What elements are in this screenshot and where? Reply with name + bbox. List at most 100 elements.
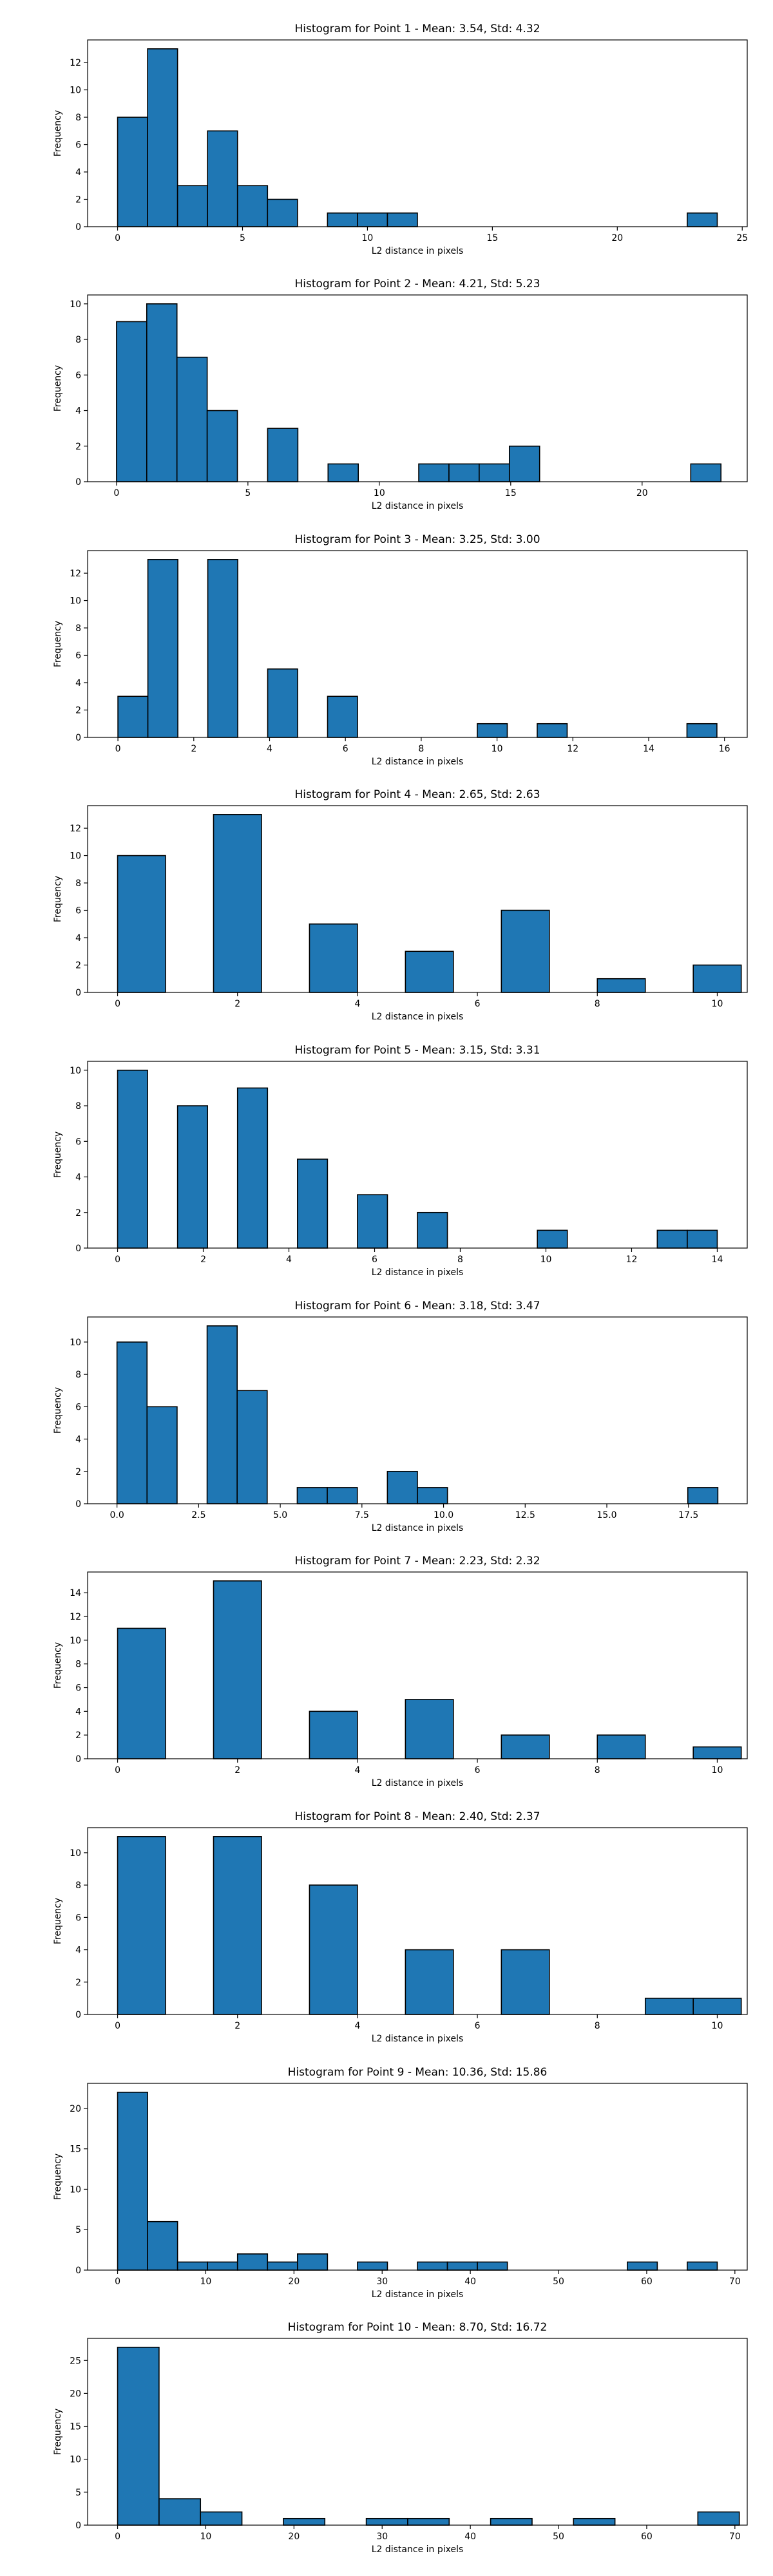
bar-4-7 xyxy=(692,964,742,993)
x-tick-label-3-9: 16 xyxy=(719,744,730,754)
bar-9-2 xyxy=(147,2221,178,2271)
bar-1-3 xyxy=(177,185,208,227)
bar-6-4 xyxy=(236,1390,268,1504)
bar-4-1 xyxy=(117,855,166,993)
y-tick-label-7-8: 14 xyxy=(70,1588,81,1598)
x-tick-label-5-5: 8 xyxy=(457,1255,463,1265)
x-tick-label-9-2: 10 xyxy=(200,2277,212,2287)
histogram-panel-9: Histogram for Point 9 - Mean: 10.36, Std… xyxy=(53,2066,748,2300)
y-tick-label-6-2: 2 xyxy=(75,1467,81,1477)
bar-9-7 xyxy=(297,2253,329,2271)
bar-7-2 xyxy=(213,1580,262,1759)
bar-2-2 xyxy=(146,303,178,482)
x-tick-label-5-3: 4 xyxy=(286,1255,292,1265)
histogram-panel-2: Histogram for Point 2 - Mean: 4.21, Std:… xyxy=(53,278,748,511)
y-tick-label-3-4: 6 xyxy=(75,651,81,661)
plot-frame-3 xyxy=(87,550,748,738)
plot-frame-1 xyxy=(87,39,748,227)
y-tick-label-1-7: 12 xyxy=(70,58,81,68)
y-axis-label-6: Frequency xyxy=(53,1387,63,1434)
bar-5-8 xyxy=(656,1229,688,1249)
bar-3-5 xyxy=(327,696,358,738)
bar-5-4 xyxy=(297,1159,329,1249)
bars-3 xyxy=(117,559,718,738)
y-tick-label-6-4: 6 xyxy=(75,1402,81,1412)
bar-2-1 xyxy=(116,321,148,482)
bar-2-5 xyxy=(267,428,299,482)
x-tick-label-6-3: 5.0 xyxy=(273,1510,287,1520)
x-axis-label-2: L2 distance in pixels xyxy=(372,501,464,511)
x-tick-label-9-3: 20 xyxy=(288,2277,300,2287)
histogram-panel-5: Histogram for Point 5 - Mean: 3.15, Std:… xyxy=(53,1044,748,1278)
x-tick-label-3-8: 14 xyxy=(643,744,654,754)
x-tick-label-3-1: 0 xyxy=(115,744,121,754)
x-axis-label-6: L2 distance in pixels xyxy=(372,1523,464,1533)
bar-10-3 xyxy=(200,2511,243,2526)
x-tick-label-2-5: 20 xyxy=(636,488,648,498)
bar-7-4 xyxy=(405,1699,454,1759)
bar-4-2 xyxy=(213,814,262,993)
bar-2-6 xyxy=(327,463,359,482)
histogram-panel-8: Histogram for Point 8 - Mean: 2.40, Std:… xyxy=(53,1810,748,2044)
x-tick-label-7-3: 4 xyxy=(354,1765,360,1776)
y-tick-label-6-5: 8 xyxy=(75,1370,81,1380)
y-tick-label-3-5: 8 xyxy=(75,623,81,634)
bar-3-6 xyxy=(477,723,508,738)
chart-title-10: Histogram for Point 10 - Mean: 8.70, Std… xyxy=(288,2321,548,2334)
bar-3-1 xyxy=(117,696,149,738)
y-tick-label-2-6: 10 xyxy=(70,299,81,310)
x-tick-label-1-6: 25 xyxy=(736,233,748,243)
y-tick-label-1-1: 0 xyxy=(75,222,81,232)
bar-2-10 xyxy=(508,445,540,482)
y-tick-label-7-6: 10 xyxy=(70,1636,81,1646)
histogram-panel-4: Histogram for Point 4 - Mean: 2.65, Std:… xyxy=(53,788,748,1022)
bar-1-1 xyxy=(117,117,148,227)
y-axis-label-3: Frequency xyxy=(53,621,63,667)
plot-frame-5 xyxy=(87,1061,748,1249)
y-tick-label-8-3: 4 xyxy=(75,1946,81,1956)
bar-10-8 xyxy=(573,2517,616,2526)
x-tick-label-6-6: 12.5 xyxy=(515,1510,535,1520)
bar-9-10 xyxy=(446,2261,478,2271)
chart-title-4: Histogram for Point 4 - Mean: 2.65, Std:… xyxy=(294,788,540,801)
x-tick-label-10-5: 40 xyxy=(464,2532,476,2542)
bar-9-13 xyxy=(687,2261,718,2271)
y-tick-label-7-2: 2 xyxy=(75,1730,81,1741)
bar-1-5 xyxy=(236,185,269,227)
histogram-panel-6: Histogram for Point 6 - Mean: 3.18, Std:… xyxy=(53,1300,748,1533)
x-axis-label-1: L2 distance in pixels xyxy=(372,246,464,256)
y-tick-label-10-5: 20 xyxy=(70,2389,81,2399)
bars-2 xyxy=(116,303,722,482)
bar-1-9 xyxy=(386,212,418,227)
x-tick-label-10-6: 50 xyxy=(553,2532,564,2542)
y-tick-label-7-3: 4 xyxy=(75,1707,81,1717)
x-tick-label-8-1: 0 xyxy=(115,2021,120,2031)
x-tick-label-8-5: 8 xyxy=(595,2021,600,2031)
y-tick-label-10-1: 0 xyxy=(75,2521,81,2531)
chart-title-6: Histogram for Point 6 - Mean: 3.18, Std:… xyxy=(294,1300,540,1312)
bar-6-7 xyxy=(386,1470,418,1504)
y-tick-label-4-4: 6 xyxy=(75,906,81,916)
bar-1-10 xyxy=(687,212,718,227)
x-tick-label-4-3: 4 xyxy=(354,999,360,1009)
x-tick-label-6-4: 7.5 xyxy=(355,1510,369,1520)
x-tick-label-6-5: 10.0 xyxy=(434,1510,453,1520)
bar-2-8 xyxy=(448,463,480,482)
histogram-panel-10: Histogram for Point 10 - Mean: 8.70, Std… xyxy=(53,2321,748,2555)
bar-6-5 xyxy=(296,1487,328,1504)
y-tick-label-1-4: 6 xyxy=(75,140,81,151)
x-tick-label-1-3: 10 xyxy=(362,233,374,243)
x-tick-label-2-4: 15 xyxy=(505,488,517,498)
y-tick-label-10-6: 25 xyxy=(70,2356,81,2366)
y-axis-label-8: Frequency xyxy=(53,1898,63,1944)
bar-1-7 xyxy=(327,212,358,227)
bar-8-7 xyxy=(692,1998,742,2015)
x-tick-label-8-4: 6 xyxy=(475,2021,481,2031)
bar-7-1 xyxy=(117,1627,166,1759)
plot-frame-7 xyxy=(87,1571,748,1759)
y-tick-label-8-2: 2 xyxy=(75,1978,81,1988)
histogram-panel-7: Histogram for Point 7 - Mean: 2.23, Std:… xyxy=(53,1555,748,1788)
bar-10-4 xyxy=(283,2517,326,2526)
